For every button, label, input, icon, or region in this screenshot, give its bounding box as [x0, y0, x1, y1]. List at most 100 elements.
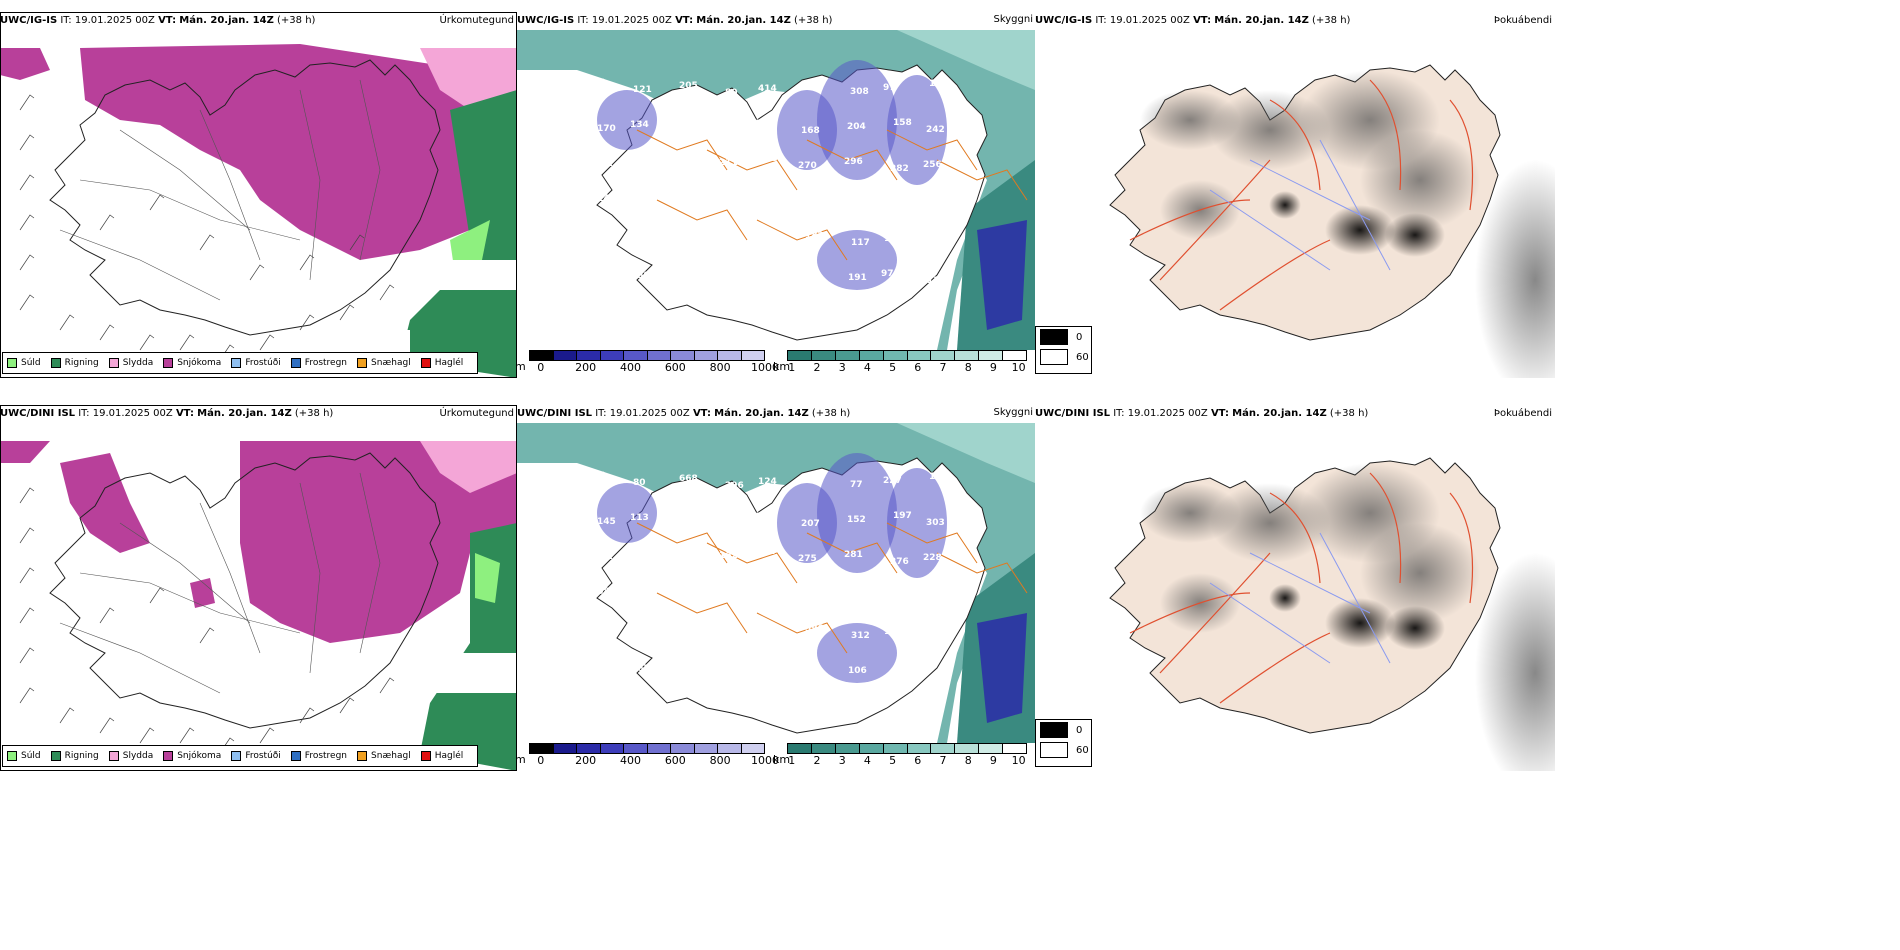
model-name: UWC/DINI ISL — [1035, 408, 1111, 419]
visibility-height-label: 95 — [640, 155, 653, 165]
panel-header: UWC/DINI ISL IT: 19.01.2025 00Z VT: Mán.… — [0, 405, 517, 423]
visibility-height-label: 303 — [926, 518, 945, 528]
it-value: 19.01.2025 00Z — [609, 408, 690, 419]
model-name: UWC/DINI ISL — [517, 408, 593, 419]
height-tick: 800 — [709, 361, 731, 374]
legend-swatch — [108, 358, 119, 368]
height-tick: 0 — [537, 754, 545, 767]
visibility-height-label: 160 — [929, 472, 948, 482]
legend-label: Haglél — [434, 358, 464, 368]
legend-swatch — [357, 751, 368, 761]
vis-tick: 6 — [914, 754, 922, 767]
legend-value: 0 — [1076, 331, 1083, 343]
vis-tick: 2 — [813, 754, 821, 767]
lead-time: (+38 h) — [1329, 408, 1369, 419]
legend-swatch — [50, 358, 61, 368]
it-value: 19.01.2025 00Z — [1127, 408, 1208, 419]
legend-value: 60 — [1076, 351, 1089, 363]
vt-value: Mán. 20.jan. 14Z — [1214, 15, 1309, 26]
vis-tick: 5 — [889, 361, 897, 374]
visibility-height-label: 273 — [765, 547, 784, 557]
legend-label: Frostúði — [245, 751, 281, 761]
visibility-height-label: 187 — [841, 585, 860, 595]
vis-tick: 4 — [863, 361, 871, 374]
legend-swatch — [420, 751, 431, 761]
it-label: IT: — [78, 408, 90, 419]
height-tick: 1000 — [751, 361, 779, 374]
legend-swatch-white — [1040, 742, 1068, 758]
visibility-height-label: 338 — [930, 623, 949, 633]
lead-time: (+38 h) — [1312, 15, 1351, 26]
height-tick: 600 — [664, 754, 686, 767]
legend-item: Haglél — [420, 358, 464, 368]
visibility-height-label: 134 — [630, 120, 649, 130]
visibility-height-label: 312 — [851, 631, 870, 641]
legend-item: Frostúði — [231, 358, 281, 368]
visibility-height-label: 654 — [595, 310, 614, 320]
legend-item: Rigning — [50, 751, 99, 761]
cloud-legend: 0 60 — [1035, 326, 1092, 374]
visibility-height-label: 276 — [890, 557, 909, 567]
model-name: UWC/IG-IS — [1035, 15, 1093, 26]
visibility-height-label: 503 — [673, 555, 692, 565]
legend-swatch — [7, 358, 17, 368]
visibility-height-label: 279 — [641, 306, 660, 316]
it-label: IT: — [1095, 15, 1107, 26]
cloud-legend: 0 60 — [1035, 719, 1092, 767]
vis-tick: 10 — [1011, 754, 1026, 767]
visibility-height-label: 197 — [893, 511, 912, 521]
visibility-height-label: 97 — [883, 83, 896, 93]
visibility-height-label: 132 — [716, 193, 735, 203]
legend-item: Haglél — [420, 751, 464, 761]
visibility-height-label: 80 — [633, 478, 646, 488]
panel-label: Þokuábendi — [1493, 408, 1552, 419]
visibility-height-label: 142 — [594, 159, 613, 169]
legend-swatch — [7, 751, 17, 761]
legend-swatch — [163, 751, 174, 761]
visibility-height-label: 204 — [847, 122, 866, 132]
visibility-height-label: 161 — [677, 671, 696, 681]
legend-swatch-white — [1040, 349, 1068, 365]
visibility-height-label: 121 — [633, 85, 652, 95]
visibility-height-label: 97 — [881, 269, 894, 279]
visibility-height-label: 117 — [851, 238, 870, 248]
visibility-height-label: 106 — [848, 666, 867, 676]
visibility-height-label: 668 — [679, 474, 698, 484]
it-value: 19.01.2025 00Z — [92, 408, 173, 419]
panel-label: Skyggni — [993, 407, 1033, 418]
visibility-map: 139 121 205 80 414 277 308 97 195 170 134 133 120 143… — [517, 30, 1035, 350]
visibility-height-label: 174 — [762, 200, 781, 210]
visibility-height-label: 168 — [801, 126, 820, 136]
visibility-height-label: 242 — [926, 125, 945, 135]
visibility-height-label: 355 — [804, 473, 823, 483]
visibility-height-label: 227 — [883, 476, 902, 486]
vis-tick: 8 — [964, 754, 972, 767]
legend-swatch — [290, 358, 301, 368]
vt-label: VT: — [1193, 15, 1212, 26]
visibility-height-label: 308 — [591, 587, 610, 597]
visibility-height-label: 172 — [634, 236, 653, 246]
legend-value: 0 — [1076, 724, 1083, 736]
visibility-height-label: 128 — [755, 512, 774, 522]
visibility-height-label: 207 — [801, 519, 820, 529]
it-value: 19.01.2025 00Z — [1109, 15, 1190, 26]
visibility-height-label: 228 — [923, 553, 942, 563]
visibility-height-label: 122 — [677, 278, 696, 288]
visibility-height-label: 596 — [805, 624, 824, 634]
visibility-height-label: 177 — [673, 162, 692, 172]
visibility-height-label: 113 — [630, 513, 649, 523]
lead-time: (+38 h) — [294, 408, 334, 419]
model-name: UWC/IG-IS — [0, 15, 58, 26]
visibility-height-label: 124 — [588, 633, 607, 643]
visibility-height-label: 143 — [755, 119, 774, 129]
height-tick: 600 — [664, 361, 686, 374]
precip-panel-bottom: UWC/DINI ISL IT: 19.01.2025 00Z VT: Mán.… — [0, 405, 517, 771]
visibility-height-label: 277 — [804, 80, 823, 90]
legend-label: Súld — [21, 751, 41, 761]
vt-label: VT: — [675, 15, 694, 26]
legend-label: Haglél — [434, 751, 464, 761]
fog-panel-bottom: UWC/DINI ISL IT: 19.01.2025 00Z VT: Mán.… — [1035, 405, 1555, 771]
vis-tick: 1 — [788, 754, 796, 767]
panel-label: Úrkomutegund — [439, 15, 514, 26]
visibility-height-label: 296 — [723, 274, 742, 284]
